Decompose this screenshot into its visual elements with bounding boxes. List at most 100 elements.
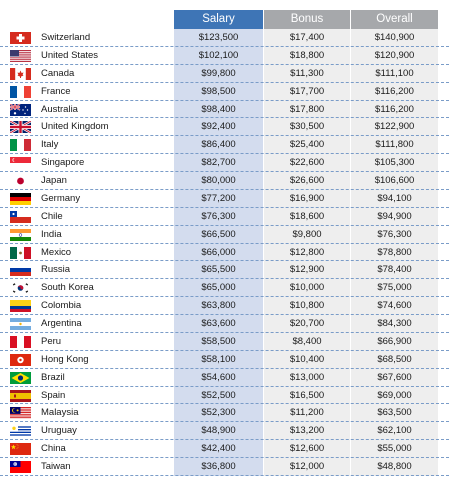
bonus-value: $17,700 [289, 85, 325, 97]
salary-value: $52,300 [201, 407, 236, 419]
salary-value: $63,800 [201, 300, 236, 312]
bonus-value: $10,800 [289, 300, 325, 312]
salary-value: $66,000 [201, 246, 236, 258]
overall-value: $74,600 [377, 300, 412, 312]
salary-value: $48,900 [201, 425, 236, 437]
overall-value: $48,800 [377, 461, 412, 472]
country-name: Chile [41, 210, 63, 222]
uruguay-flag-icon [10, 425, 31, 438]
salary-value: $65,000 [201, 282, 236, 294]
bonus-value: $10,400 [289, 353, 325, 365]
united-kingdom-flag-icon [10, 121, 31, 134]
salary-value: $80,000 [201, 175, 236, 186]
table-row: United Kingdom $92,400 $30,500 $122,900 [0, 118, 449, 137]
colombia-flag-icon [10, 300, 31, 313]
country-name: France [41, 85, 71, 97]
australia-flag-icon [10, 103, 31, 116]
salary-column-header[interactable]: Salary [174, 10, 263, 29]
country-name: Taiwan [41, 461, 71, 472]
overall-value: $78,800 [377, 246, 412, 258]
overall-value: $111,800 [375, 139, 414, 151]
table-row: India $66,500 $9,800 $76,300 [0, 226, 449, 244]
singapore-flag-icon [10, 157, 31, 170]
bonus-value: $17,800 [289, 103, 325, 115]
bonus-value: $17,400 [289, 32, 325, 43]
bonus-value: $12,900 [289, 264, 325, 276]
peru-flag-icon [10, 335, 31, 348]
table-row: Canada $99,800 $11,300 $111,100 [0, 65, 449, 83]
country-name: Italy [41, 139, 59, 151]
overall-value: $66,900 [377, 335, 412, 347]
bonus-value: $12,000 [289, 461, 325, 472]
table-row: South Korea $65,000 $10,000 $75,000 [0, 279, 449, 298]
bonus-value: $20,700 [289, 318, 325, 329]
table-row: Peru $58,500 $8,400 $66,900 [0, 333, 449, 351]
malaysia-flag-icon [10, 407, 31, 420]
taiwan-flag-icon [10, 461, 31, 473]
hong-kong-flag-icon [10, 353, 31, 366]
table-row: Malaysia $52,300 $11,200 $63,500 [0, 404, 449, 423]
country-name: Malaysia [41, 407, 79, 419]
country-name: Uruguay [41, 425, 77, 437]
overall-value: $67,600 [377, 371, 412, 383]
chile-flag-icon [10, 210, 31, 223]
table-row: Uruguay $48,900 $13,200 $62,100 [0, 422, 449, 441]
table-row: Colombia $63,800 $10,800 $74,600 [0, 297, 449, 315]
bonus-value: $8,400 [292, 335, 322, 347]
overall-value: $55,000 [377, 443, 412, 455]
table-row: United States $102,100 $18,800 $120,900 [0, 47, 449, 65]
overall-value: $122,900 [374, 121, 415, 133]
country-name: Singapore [41, 157, 85, 169]
overall-value: $75,000 [377, 282, 412, 294]
bonus-value: $9,800 [292, 228, 322, 240]
bonus-column-header[interactable]: Bonus [264, 10, 350, 29]
japan-flag-icon [10, 175, 31, 187]
bonus-value: $10,000 [289, 282, 325, 294]
bonus-value: $25,400 [289, 139, 325, 151]
country-name: Argentina [41, 318, 82, 329]
mexico-flag-icon [10, 246, 31, 259]
salary-value: $82,700 [201, 157, 236, 169]
overall-value: $84,300 [377, 318, 412, 329]
country-name: South Korea [41, 282, 94, 294]
salary-value: $42,400 [201, 443, 236, 455]
bonus-column-background [264, 29, 350, 476]
country-name: Mexico [41, 246, 72, 258]
overall-value: $63,500 [377, 407, 412, 419]
salary-value: $36,800 [201, 461, 236, 472]
table-body: Switzerland $123,500 $17,400 $140,900 United… [0, 29, 449, 476]
country-name: Spain [41, 389, 66, 401]
table-row: Japan $80,000 $26,600 $106,600 [0, 172, 449, 190]
bonus-value: $22,600 [289, 157, 325, 169]
spain-flag-icon [10, 389, 31, 402]
bonus-value: $16,900 [289, 192, 325, 204]
bonus-value: $30,500 [289, 121, 325, 133]
country-name: Peru [41, 335, 62, 347]
overall-value: $116,200 [375, 103, 414, 115]
united-states-flag-icon [10, 49, 31, 62]
china-flag-icon [10, 443, 31, 456]
overall-value: $120,900 [374, 49, 415, 61]
country-name: United States [41, 49, 99, 61]
table-row: Spain $52,500 $16,500 $69,000 [0, 387, 449, 405]
table-row: China $42,400 $12,600 $55,000 [0, 440, 449, 458]
country-name: United Kingdom [41, 121, 109, 133]
overall-column-background [351, 29, 438, 476]
overall-value: $62,100 [377, 425, 412, 437]
bonus-value: $13,000 [289, 371, 325, 383]
overall-value: $140,900 [374, 32, 415, 43]
salary-value: $66,500 [201, 228, 236, 240]
table-row: Taiwan $36,800 $12,000 $48,800 [0, 458, 449, 476]
salary-column-background [174, 29, 263, 476]
country-name: Hong Kong [41, 353, 89, 365]
salary-value: $54,600 [201, 371, 236, 383]
table-row: Brazil $54,600 $13,000 $67,600 [0, 369, 449, 387]
country-name: Canada [41, 67, 75, 79]
canada-flag-icon [10, 67, 31, 80]
salary-value: $123,500 [198, 32, 239, 43]
table-row: Mexico $66,000 $12,800 $78,800 [0, 244, 449, 262]
overall-column-header[interactable]: Overall [351, 10, 438, 29]
table-row: Singapore $82,700 $22,600 $105,300 [0, 154, 449, 172]
bonus-value: $26,600 [289, 175, 325, 186]
country-name: Japan [41, 175, 67, 186]
